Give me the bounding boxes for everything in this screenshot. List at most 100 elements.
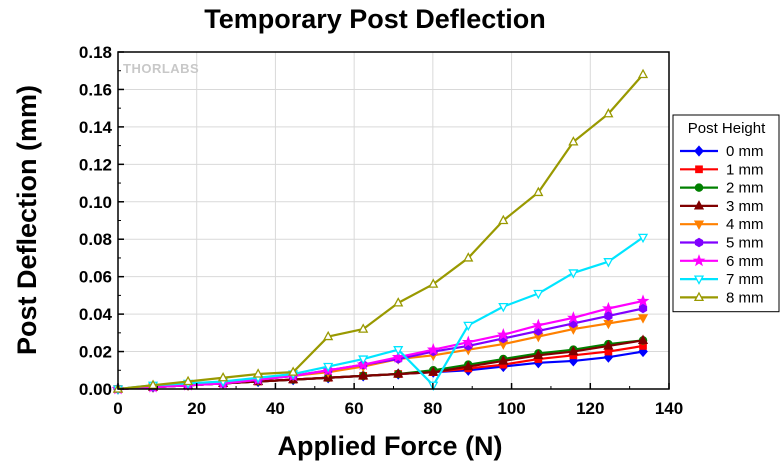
data-point — [568, 345, 579, 356]
y-axis-title: Post Deflection (mm) — [12, 85, 42, 355]
data-point — [463, 360, 474, 371]
legend-label: 4 mm — [726, 216, 764, 233]
legend-item: 0 mm — [680, 143, 764, 160]
data-point — [533, 186, 544, 197]
data-point — [391, 350, 405, 363]
data-point — [637, 334, 649, 344]
legend-marker — [692, 254, 706, 267]
grid — [118, 52, 669, 389]
legend-label: 6 mm — [726, 253, 764, 270]
data-point — [323, 362, 334, 373]
legend-title: Post Height — [688, 120, 766, 137]
data-point — [603, 351, 614, 363]
data-point — [533, 289, 544, 300]
data-point — [568, 136, 579, 146]
series-line — [117, 236, 644, 391]
chart-title: Temporary Post Deflection — [204, 4, 546, 34]
y-tick-label: 0.02 — [79, 343, 112, 362]
data-point — [496, 328, 510, 341]
series-line — [117, 73, 644, 391]
watermark-logo: THORLABS — [123, 61, 199, 76]
data-point — [393, 368, 404, 378]
legend-item: 3 mm — [680, 198, 764, 215]
y-tick-label: 0.18 — [79, 43, 112, 62]
data-point — [568, 355, 579, 367]
y-tick-label: 0.06 — [79, 268, 112, 287]
series-line — [117, 299, 644, 391]
series-8-mm — [112, 68, 649, 393]
legend-item: 7 mm — [680, 271, 764, 288]
legend-label: 1 mm — [726, 161, 764, 178]
legend-marker — [695, 165, 703, 174]
x-tick-label: 0 — [113, 399, 122, 418]
legend-marker — [694, 145, 704, 157]
data-point — [603, 340, 614, 350]
legend-label: 2 mm — [726, 180, 764, 197]
x-axis-title: Applied Force (N) — [277, 431, 502, 461]
legend-item: 8 mm — [680, 289, 764, 306]
data-point — [393, 297, 404, 307]
data-point — [531, 318, 545, 331]
data-point — [603, 258, 614, 268]
legend-marker — [694, 183, 704, 192]
series-layer — [111, 68, 650, 395]
legend-marker — [693, 275, 705, 285]
legend-item: 4 mm — [680, 216, 764, 233]
y-tick-label: 0.14 — [79, 118, 113, 137]
data-point — [461, 335, 475, 348]
legend-label: 7 mm — [726, 271, 764, 288]
data-point — [182, 375, 194, 386]
legend-label: 3 mm — [726, 198, 764, 215]
legend-item: 1 mm — [680, 161, 764, 178]
legend-item: 5 mm — [680, 235, 764, 252]
data-point — [358, 323, 369, 333]
data-point — [253, 368, 264, 378]
x-tick-label: 80 — [423, 399, 442, 418]
plot-area — [118, 52, 669, 389]
data-point — [463, 321, 474, 332]
legend-marker — [693, 200, 705, 210]
data-point — [637, 68, 649, 79]
data-point — [428, 366, 439, 376]
data-point — [602, 301, 615, 314]
data-point — [393, 346, 404, 356]
data-point — [428, 278, 439, 288]
legend-label: 8 mm — [726, 289, 764, 306]
x-tick-label: 120 — [576, 399, 604, 418]
data-point — [358, 355, 369, 365]
data-point — [637, 233, 649, 244]
ticks: 0 20 40 60 80 100 120 140 0.00 0.02 0.04 0.06 0.08 0.… — [79, 43, 683, 418]
y-tick-label: 0.16 — [79, 80, 112, 99]
legend-label: 0 mm — [726, 143, 764, 160]
legend: Post Height 0 mm1 mm 2 mm3 mm4 mm 5 mm6 mm7… — [672, 114, 780, 313]
y-tick-label: 0.00 — [79, 380, 112, 399]
y-tick-label: 0.10 — [79, 193, 112, 212]
legend-item: 2 mm — [680, 180, 764, 197]
x-tick-label: 140 — [655, 399, 683, 418]
data-point — [498, 214, 509, 225]
data-point — [603, 108, 614, 118]
data-point — [498, 302, 509, 313]
data-point — [567, 311, 580, 324]
legend-label: 5 mm — [726, 235, 764, 252]
data-point — [638, 303, 648, 314]
data-point — [217, 372, 229, 382]
data-point — [604, 311, 613, 321]
legend-item: 6 mm — [680, 253, 764, 270]
x-tick-label: 20 — [187, 399, 206, 418]
data-point — [288, 366, 299, 376]
x-tick-label: 40 — [266, 399, 285, 418]
data-point — [636, 294, 650, 307]
data-point — [358, 370, 369, 380]
y-tick-label: 0.12 — [79, 155, 112, 174]
data-point — [637, 314, 649, 324]
x-tick-label: 100 — [497, 399, 525, 418]
legend-marker — [693, 220, 705, 230]
data-point — [498, 355, 509, 365]
y-tick-label: 0.08 — [79, 230, 112, 249]
data-point — [533, 349, 544, 359]
x-tick-label: 60 — [345, 399, 364, 418]
legend-marker — [693, 291, 705, 302]
data-point — [426, 342, 440, 356]
